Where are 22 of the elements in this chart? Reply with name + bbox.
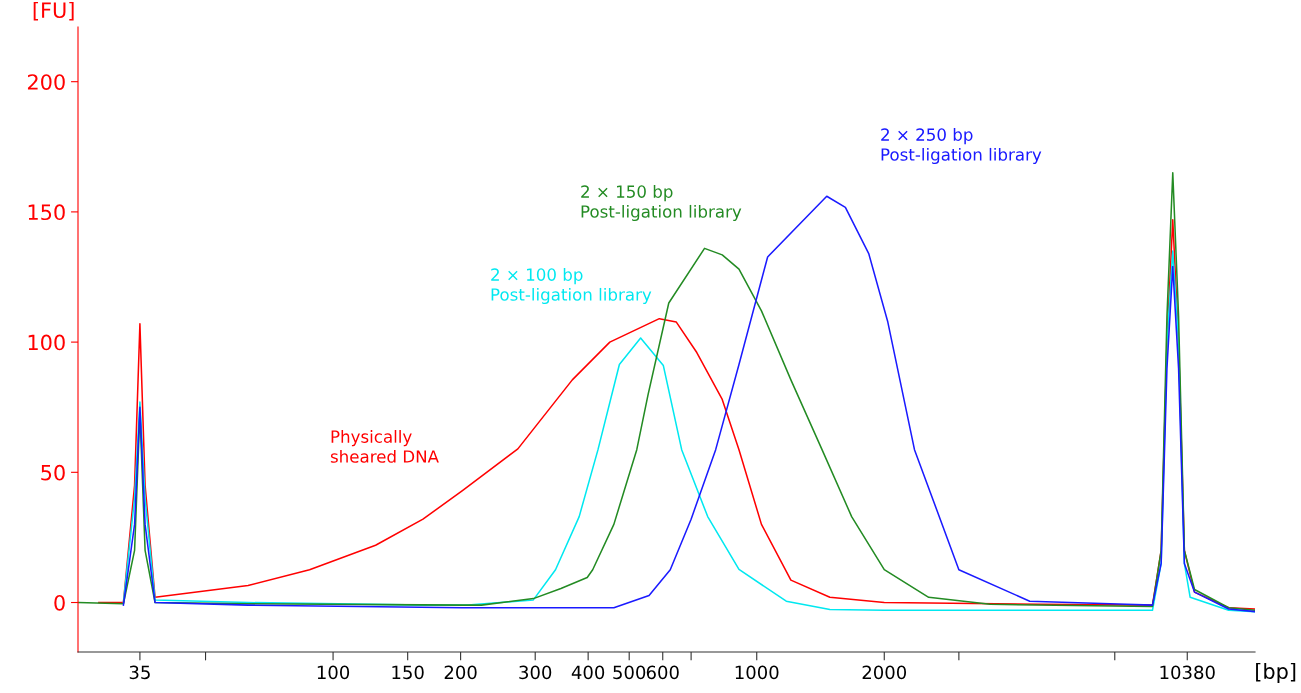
text: 2 × 150 bp Post-ligation library bbox=[581, 185, 742, 222]
text: 2 × 250 bp Post-ligation library bbox=[881, 128, 1042, 165]
y-tick-label: 50 bbox=[41, 464, 65, 481]
text: 2 × 100 bp Post-ligation library bbox=[491, 268, 652, 305]
x-tick-label: 1000 bbox=[735, 665, 779, 680]
x-tick-label: 35 bbox=[129, 665, 150, 680]
y-tick-label: 150 bbox=[28, 204, 65, 221]
x-tick-label: 2000 bbox=[862, 665, 907, 680]
x-tick-label: 300 bbox=[519, 665, 552, 680]
y-tick-label: 200 bbox=[27, 74, 65, 90]
x-tick-label: 500 bbox=[613, 665, 646, 680]
x-tick-label: 100 bbox=[317, 665, 350, 680]
y-axis-title: [FU] bbox=[33, 1, 74, 21]
y-tick-label: 100 bbox=[28, 334, 65, 351]
x-tick-label: 400 bbox=[571, 665, 605, 680]
text: Physically sheared DNA bbox=[330, 430, 439, 463]
x-tick-label: 600 bbox=[646, 665, 679, 680]
x-axis-title: [bp] bbox=[1256, 662, 1296, 684]
x-tick-label: 10380 bbox=[1160, 665, 1215, 680]
x-tick-label: 150 bbox=[392, 665, 424, 680]
x-tick-label: 200 bbox=[444, 665, 477, 680]
y-tick-label: 0 bbox=[54, 594, 65, 611]
